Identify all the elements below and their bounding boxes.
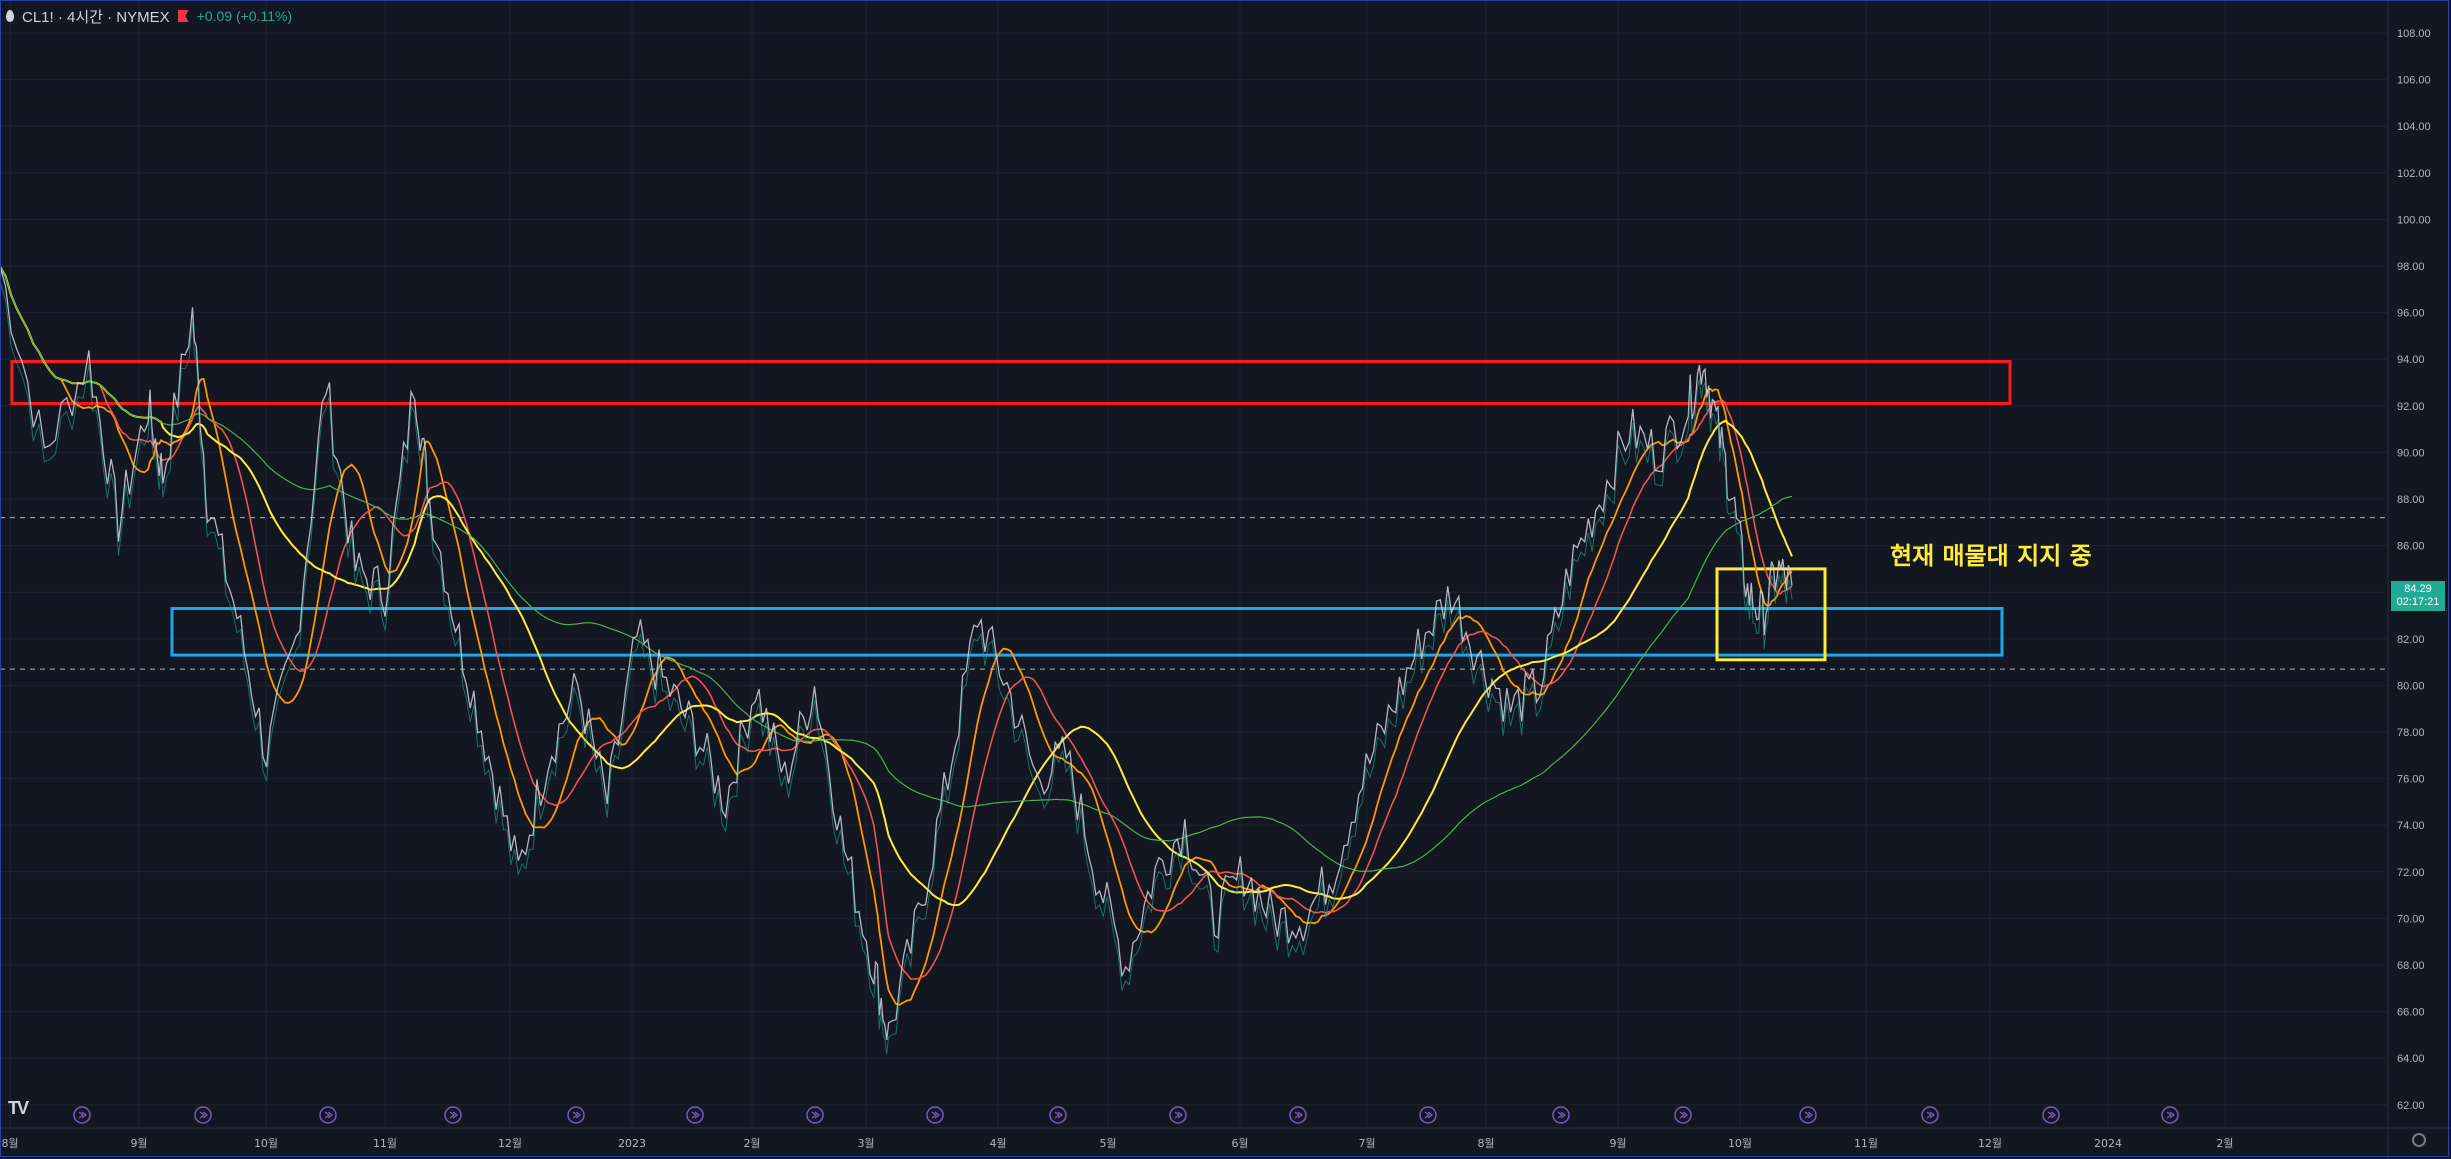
drop-icon: [6, 10, 14, 22]
resistance-zone[interactable]: [10, 360, 2012, 405]
x-tick-label: 11월: [373, 1137, 397, 1150]
gear-icon[interactable]: [2412, 1133, 2426, 1147]
event-marker-icon[interactable]: [1419, 1106, 1437, 1124]
y-tick-label: 72.00: [2397, 867, 2425, 879]
chart-header: CL1! · 4시간 · NYMEX +0.09 (+0.11%): [6, 6, 292, 26]
y-tick-label: 76.00: [2397, 774, 2425, 786]
y-tick-label: 106.00: [2397, 75, 2431, 87]
y-tick-label: 90.00: [2397, 447, 2425, 459]
x-tick-label: 2024: [2094, 1137, 2122, 1150]
event-marker-icon[interactable]: [2161, 1106, 2179, 1124]
x-tick-label: 3월: [857, 1137, 874, 1150]
event-marker-icon[interactable]: [2042, 1106, 2060, 1124]
x-tick-label: 10월: [254, 1137, 278, 1150]
event-markers[interactable]: [73, 1106, 2179, 1124]
x-tick-label: 7월: [1358, 1137, 1375, 1150]
x-tick-label: 9월: [130, 1137, 147, 1150]
last-price-label: 84.29 02:17:21: [2391, 581, 2445, 611]
ma-long-line: [0, 266, 1793, 873]
x-tick-label: 2023: [618, 1137, 646, 1150]
x-tick-label: 4월: [989, 1137, 1006, 1150]
event-marker-icon[interactable]: [926, 1106, 944, 1124]
price-series: [0, 266, 1793, 1054]
moving-averages: [0, 266, 1793, 1006]
event-marker-icon[interactable]: [806, 1106, 824, 1124]
price-change: +0.09 (+0.11%): [196, 8, 293, 24]
y-tick-label: 88.00: [2397, 494, 2425, 506]
y-tick-label: 66.00: [2397, 1007, 2425, 1019]
event-marker-icon[interactable]: [194, 1106, 212, 1124]
event-marker-icon[interactable]: [1552, 1106, 1570, 1124]
y-tick-label: 78.00: [2397, 727, 2425, 739]
event-marker-icon[interactable]: [1674, 1106, 1692, 1124]
x-tick-label: 2월: [743, 1137, 760, 1150]
y-tick-label: 70.00: [2397, 913, 2425, 925]
zones: [0, 360, 2388, 670]
x-tick-label: 11월: [1854, 1137, 1878, 1150]
price-line: [0, 266, 1793, 1040]
y-tick-label: 108.00: [2397, 28, 2431, 40]
x-tick-label: 12월: [498, 1137, 522, 1150]
event-marker-icon[interactable]: [686, 1106, 704, 1124]
y-tick-label: 102.00: [2397, 168, 2431, 180]
y-tick-label: 82.00: [2397, 634, 2425, 646]
x-tick-label: 8월: [1477, 1137, 1494, 1150]
event-marker-icon[interactable]: [1169, 1106, 1187, 1124]
ma-mid-line: [0, 266, 1793, 980]
event-marker-icon[interactable]: [1921, 1106, 1939, 1124]
event-marker-icon[interactable]: [73, 1106, 91, 1124]
y-tick-label: 68.00: [2397, 960, 2425, 972]
ma-fast-line: [0, 266, 1793, 1006]
y-tick-label: 94.00: [2397, 354, 2425, 366]
x-tick-label: 6월: [1231, 1137, 1248, 1150]
time-axis[interactable]: 8월 9월 10월 11월 12월 2023 2월 3월 4월 5월 6월 7월 8월 9월 10월 11월 1…: [1, 1137, 2233, 1150]
chart-grid: [0, 0, 2388, 1128]
x-tick-label: 5월: [1099, 1137, 1116, 1150]
x-tick-label: 2월: [2216, 1137, 2233, 1150]
y-tick-label: 62.00: [2397, 1100, 2425, 1112]
support-zone[interactable]: [170, 607, 2004, 657]
tradingview-logo-icon[interactable]: TV: [8, 1098, 29, 1118]
price-line-up: [0, 280, 1793, 1054]
y-tick-label: 96.00: [2397, 308, 2425, 320]
y-tick-label: 92.00: [2397, 401, 2425, 413]
x-tick-label: 9월: [1609, 1137, 1626, 1150]
y-tick-label: 80.00: [2397, 680, 2425, 692]
event-marker-icon[interactable]: [1799, 1106, 1817, 1124]
y-tick-label: 86.00: [2397, 541, 2425, 553]
event-marker-icon[interactable]: [319, 1106, 337, 1124]
x-tick-label: 12월: [1978, 1137, 2002, 1150]
event-marker-icon[interactable]: [444, 1106, 462, 1124]
y-tick-label: 104.00: [2397, 121, 2431, 133]
y-tick-label: 74.00: [2397, 820, 2425, 832]
event-marker-icon[interactable]: [567, 1106, 585, 1124]
chart-annotation[interactable]: 현재 매물대 지지 중: [1890, 542, 2092, 570]
symbol-title[interactable]: CL1! · 4시간 · NYMEX: [22, 8, 170, 26]
x-tick-label: 10월: [1728, 1137, 1752, 1150]
last-price-value: 84.29: [2404, 583, 2432, 595]
ma-slow-line: [0, 266, 1793, 907]
event-marker-icon[interactable]: [1049, 1106, 1067, 1124]
y-tick-label: 98.00: [2397, 261, 2425, 273]
bar-countdown: 02:17:21: [2396, 596, 2440, 608]
event-marker-icon[interactable]: [1289, 1106, 1307, 1124]
x-tick-label: 8월: [1, 1137, 18, 1150]
flag-icon[interactable]: [177, 10, 189, 22]
y-tick-label: 100.00: [2397, 214, 2431, 226]
y-tick-label: 64.00: [2397, 1053, 2425, 1065]
